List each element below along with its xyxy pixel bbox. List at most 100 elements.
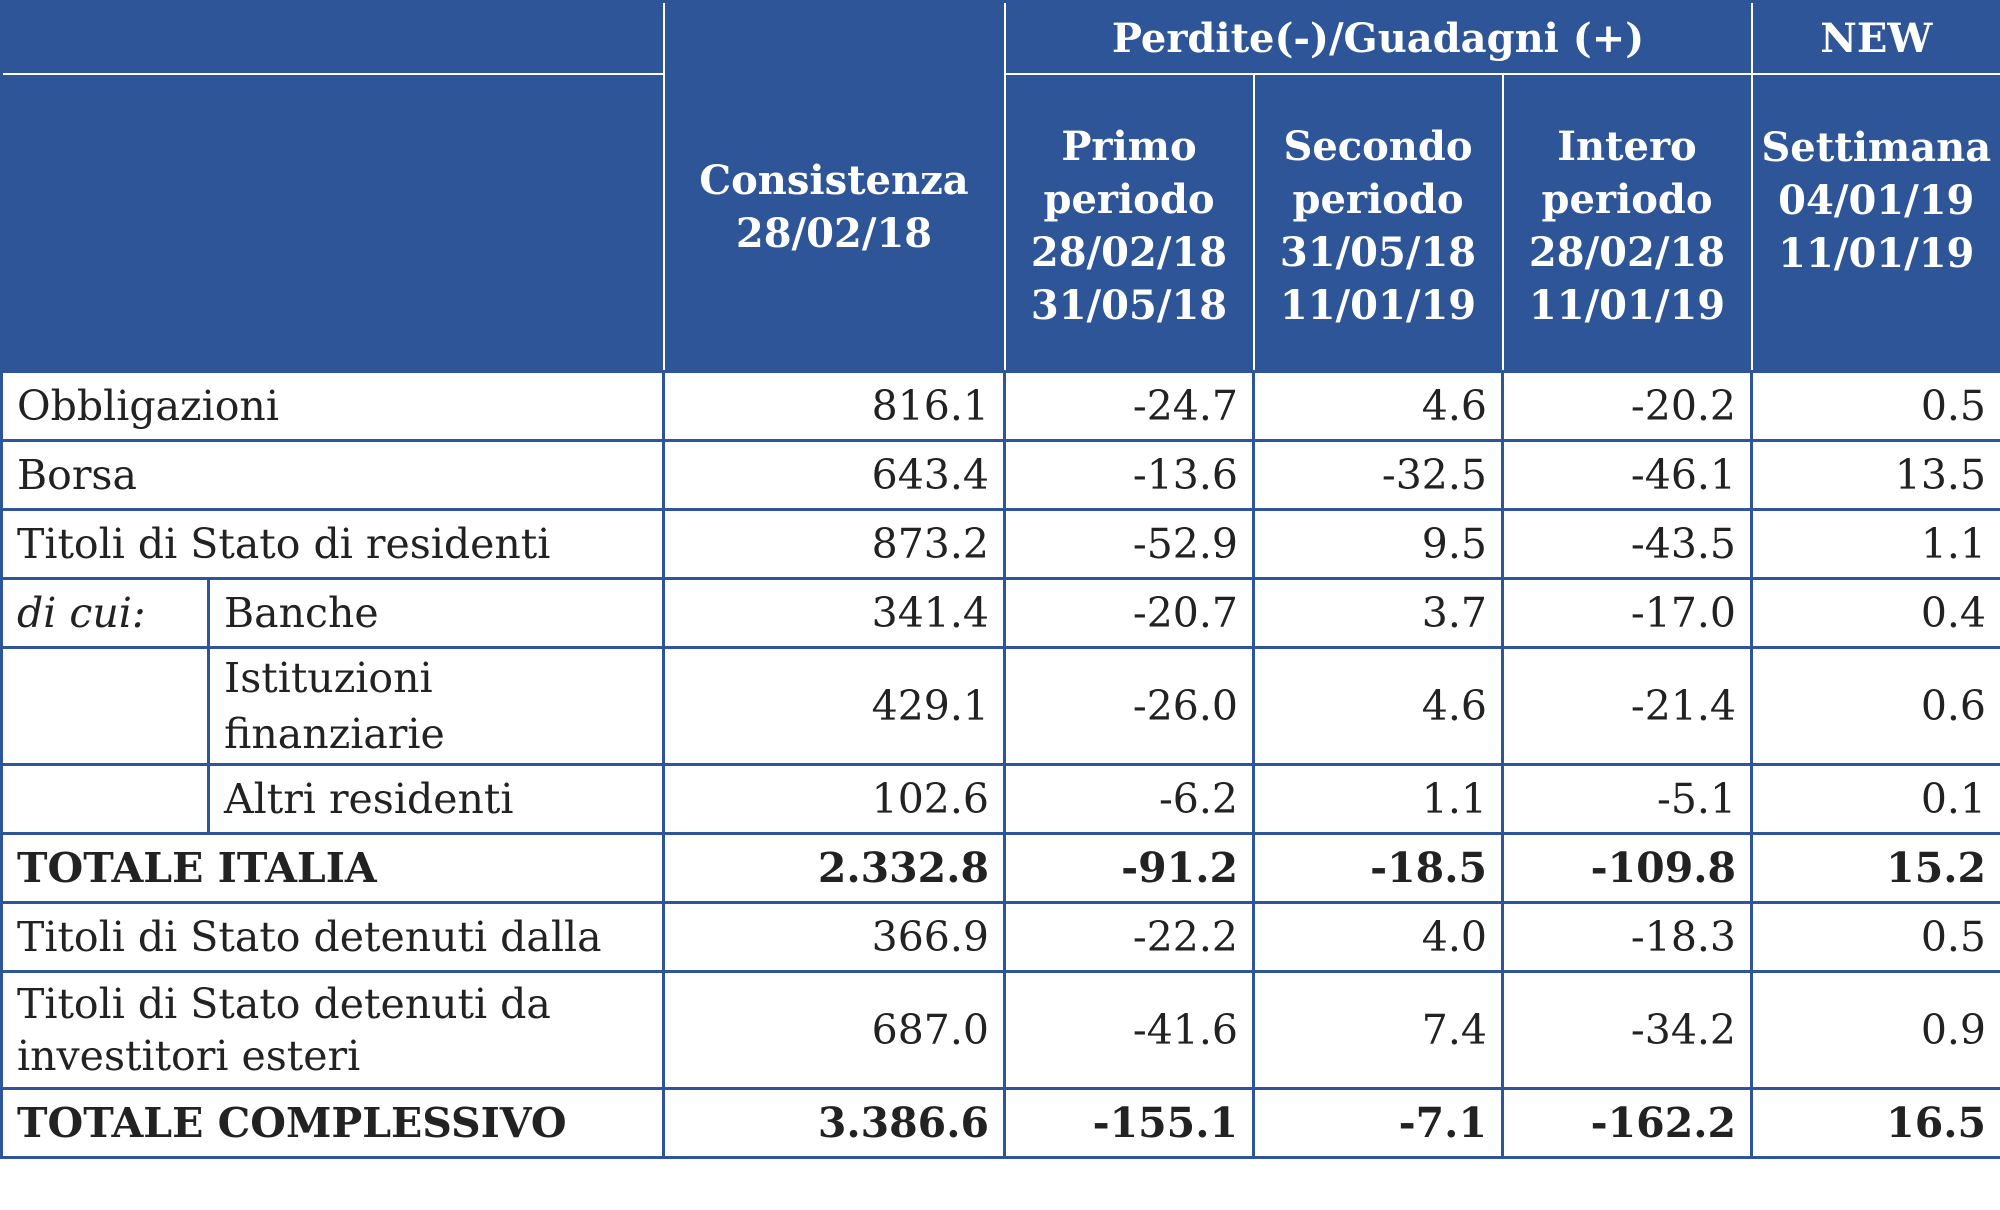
cell-settimana: 1.1 (1750, 508, 2000, 580)
cell-primo: -13.6 (1003, 439, 1255, 511)
header-intero-periodo: Intero periodo 28/02/18 11/01/19 (1501, 73, 1753, 373)
cell-secondo: 7.4 (1252, 970, 1504, 1090)
table-row: Titoli di Stato detenuti da investitori … (0, 970, 2000, 1090)
cell-consistenza: 643.4 (662, 439, 1006, 511)
header-secondo-line1: Secondo (1283, 122, 1473, 170)
header-blank-top (0, 0, 665, 75)
row-label: Altri residenti (207, 763, 665, 835)
header-intero-line1: Intero (1557, 122, 1697, 170)
table-row: Istituzioni finanziarie 429.1 -26.0 4.6 … (0, 646, 2000, 766)
table-row: di cui: Banche 341.4 -20.7 3.7 -17.0 0.4 (0, 577, 2000, 649)
header-secondo-line3: 31/05/18 (1279, 228, 1477, 276)
row-label-line2: finanziarie (224, 710, 445, 758)
header-consistenza-line2: 28/02/18 (735, 209, 933, 257)
cell-consistenza: 816.1 (662, 370, 1006, 442)
header-settimana: Settimana 04/01/19 11/01/19 (1750, 73, 2000, 373)
row-label-line2: investitori esteri (17, 1032, 361, 1080)
table-row: Titoli di Stato detenuti dalla 366.9 -22… (0, 901, 2000, 973)
cell-secondo: 4.6 (1252, 370, 1504, 442)
header-row-bottom: Primo periodo 28/02/18 31/05/18 Secondo … (0, 73, 2000, 373)
cell-consistenza: 102.6 (662, 763, 1006, 835)
cell-primo: -52.9 (1003, 508, 1255, 580)
row-label-line1: Istituzioni (224, 654, 433, 702)
header-row-top: Consistenza 28/02/18 Perdite(-)/Guadagni… (0, 0, 2000, 373)
cell-secondo: -32.5 (1252, 439, 1504, 511)
row-label: Obbligazioni (0, 370, 665, 442)
row-label: Banche (207, 577, 665, 649)
header-settimana-line3: 11/01/19 (1778, 230, 1975, 277)
cell-intero: -162.2 (1500, 1087, 1754, 1159)
cell-intero: -109.8 (1500, 832, 1754, 904)
cell-secondo: 4.0 (1252, 901, 1504, 973)
gains-losses-table: Consistenza 28/02/18 Perdite(-)/Guadagni… (0, 0, 2000, 1159)
header-primo-line2: periodo (1043, 175, 1215, 223)
row-label: Titoli di Stato detenuti da investitori … (0, 970, 665, 1090)
cell-primo: -6.2 (1003, 763, 1255, 835)
cell-secondo: -7.1 (1252, 1087, 1504, 1159)
header-primo-line3: 28/02/18 (1030, 228, 1228, 276)
cell-settimana: 15.2 (1750, 832, 2000, 904)
cell-intero: -5.1 (1500, 763, 1754, 835)
row-label: Istituzioni finanziarie (207, 646, 665, 766)
cell-settimana: 16.5 (1750, 1087, 2000, 1159)
header-settimana-line1: Settimana (1761, 124, 1992, 171)
header-primo-periodo: Primo periodo 28/02/18 31/05/18 (1003, 73, 1255, 373)
cell-settimana: 0.6 (1750, 646, 2000, 766)
cell-intero: -17.0 (1500, 577, 1754, 649)
cell-consistenza: 873.2 (662, 508, 1006, 580)
header-secondo-line2: periodo (1292, 175, 1464, 223)
cell-secondo: 9.5 (1252, 508, 1504, 580)
row-label: TOTALE COMPLESSIVO (0, 1087, 665, 1159)
header-group-perdite-guadagni: Perdite(-)/Guadagni (+) (1003, 0, 1753, 75)
cell-intero: -34.2 (1500, 970, 1754, 1090)
header-new: NEW (1750, 0, 2000, 75)
cell-consistenza: 366.9 (662, 901, 1006, 973)
header-consistenza: Consistenza 28/02/18 (662, 0, 1006, 373)
cell-primo: -20.7 (1003, 577, 1255, 649)
row-label: TOTALE ITALIA (0, 832, 665, 904)
header-settimana-line2: 04/01/19 (1778, 177, 1975, 224)
row-label: Borsa (0, 439, 665, 511)
cell-settimana: 0.5 (1750, 901, 2000, 973)
row-label: Titoli di Stato di residenti (0, 508, 665, 580)
header-intero-line2: periodo (1541, 175, 1713, 223)
cell-primo: -26.0 (1003, 646, 1255, 766)
cell-settimana: 0.1 (1750, 763, 2000, 835)
cell-primo: -24.7 (1003, 370, 1255, 442)
cell-intero: -46.1 (1500, 439, 1754, 511)
table-row-total-italia: TOTALE ITALIA 2.332.8 -91.2 -18.5 -109.8… (0, 832, 2000, 904)
cell-intero: -21.4 (1500, 646, 1754, 766)
table-row: Titoli di Stato di residenti 873.2 -52.9… (0, 508, 2000, 580)
cell-consistenza: 2.332.8 (662, 832, 1006, 904)
cell-secondo: 4.6 (1252, 646, 1504, 766)
cell-consistenza: 429.1 (662, 646, 1006, 766)
header-primo-line4: 31/05/18 (1030, 281, 1228, 329)
cell-secondo: -18.5 (1252, 832, 1504, 904)
cell-settimana: 0.4 (1750, 577, 2000, 649)
cell-settimana: 0.5 (1750, 370, 2000, 442)
row-prefix-di-cui: di cui: (0, 577, 210, 649)
cell-secondo: 1.1 (1252, 763, 1504, 835)
header-intero-line4: 11/01/19 (1528, 281, 1726, 329)
row-label: Titoli di Stato detenuti dalla (0, 901, 665, 973)
cell-primo: -155.1 (1003, 1087, 1255, 1159)
cell-settimana: 13.5 (1750, 439, 2000, 511)
row-prefix-empty (0, 646, 210, 766)
header-secondo-line4: 11/01/19 (1279, 281, 1477, 329)
header-intero-line3: 28/02/18 (1528, 228, 1726, 276)
row-label-line1: Titoli di Stato detenuti da (17, 980, 551, 1028)
header-consistenza-line1: Consistenza (699, 156, 969, 204)
cell-primo: -22.2 (1003, 901, 1255, 973)
cell-primo: -41.6 (1003, 970, 1255, 1090)
cell-intero: -20.2 (1500, 370, 1754, 442)
cell-consistenza: 3.386.6 (662, 1087, 1006, 1159)
header-blank-bottom (0, 73, 665, 373)
table-row-total-complessivo: TOTALE COMPLESSIVO 3.386.6 -155.1 -7.1 -… (0, 1087, 2000, 1159)
table-row: Obbligazioni 816.1 -24.7 4.6 -20.2 0.5 (0, 370, 2000, 442)
cell-consistenza: 687.0 (662, 970, 1006, 1090)
cell-primo: -91.2 (1003, 832, 1255, 904)
cell-settimana: 0.9 (1750, 970, 2000, 1090)
row-prefix-empty (0, 763, 210, 835)
header-secondo-periodo: Secondo periodo 31/05/18 11/01/19 (1252, 73, 1504, 373)
